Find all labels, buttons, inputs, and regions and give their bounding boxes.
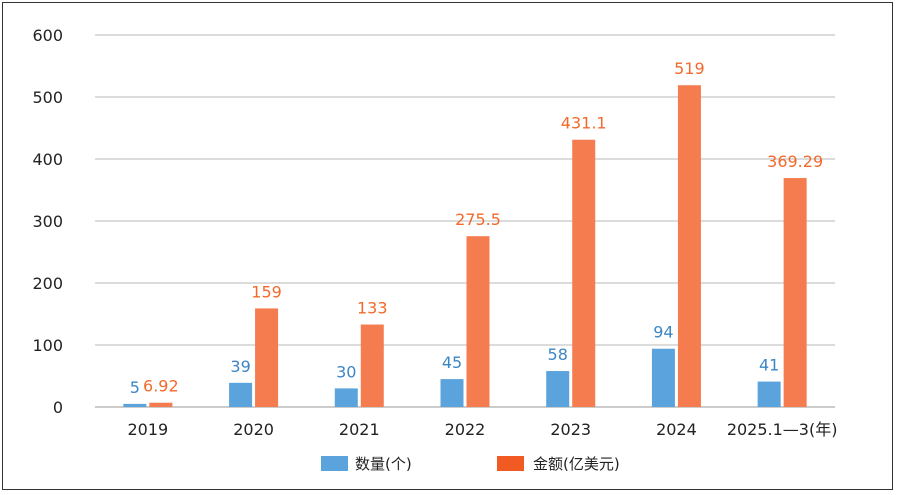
bar — [466, 236, 490, 407]
data-label: 519 — [674, 59, 705, 78]
y-tick-label: 100 — [32, 336, 63, 355]
bar — [149, 402, 173, 407]
bar-chart: 0 100 200 300 400 500 600 5 6.92 39 159 30 133 45 275… — [32, 26, 837, 473]
bar — [757, 381, 781, 407]
data-label: 58 — [548, 345, 568, 364]
data-label: 431.1 — [561, 114, 607, 133]
x-tick-label: 2021 — [339, 420, 380, 439]
y-tick-label: 200 — [32, 274, 63, 293]
data-label: 45 — [442, 353, 462, 372]
legend-swatch — [321, 456, 348, 471]
y-tick-label: 600 — [32, 26, 63, 45]
data-label: 133 — [357, 299, 388, 318]
bar — [572, 139, 596, 407]
x-tick-label: 2022 — [445, 420, 486, 439]
bar — [123, 403, 147, 407]
data-label: 369.29 — [767, 152, 823, 171]
data-label: 30 — [336, 362, 356, 381]
y-tick-label: 500 — [32, 88, 63, 107]
data-label: 94 — [653, 323, 673, 342]
data-label: 39 — [230, 357, 250, 376]
bar — [651, 348, 675, 407]
data-label: 41 — [759, 356, 779, 375]
chart-frame: 0 100 200 300 400 500 600 5 6.92 39 159 30 133 45 275… — [2, 2, 893, 490]
bar — [440, 379, 464, 407]
bar — [334, 388, 358, 407]
data-labels: 5 6.92 39 159 30 133 45 275.5 58 431.1 94 519 41 369.… — [130, 59, 823, 397]
bar — [546, 371, 570, 407]
legend: 数量(个) 金额(亿美元) — [321, 455, 620, 473]
y-tick-label: 300 — [32, 212, 63, 231]
x-tick-label: 2025.1—3(年) — [727, 420, 838, 439]
bar — [229, 382, 253, 407]
data-label: 6.92 — [143, 377, 179, 396]
data-label: 159 — [251, 282, 282, 301]
data-label: 275.5 — [455, 210, 501, 229]
y-axis: 0 100 200 300 400 500 600 — [32, 26, 63, 417]
bars — [123, 85, 807, 407]
x-tick-label: 2023 — [550, 420, 591, 439]
legend-swatch — [497, 456, 524, 471]
y-tick-label: 400 — [32, 150, 63, 169]
bar — [783, 178, 807, 407]
x-tick-label: 2019 — [127, 420, 168, 439]
bar — [360, 324, 384, 407]
gridlines — [95, 34, 835, 408]
x-axis: 2019 2020 2021 2022 2023 2024 2025.1—3(年) — [127, 420, 837, 439]
bar — [677, 85, 701, 407]
legend-label: 数量(个) — [355, 455, 412, 473]
legend-label: 金额(亿美元) — [533, 455, 620, 473]
x-tick-label: 2020 — [233, 420, 274, 439]
data-label: 5 — [130, 378, 140, 397]
bar — [255, 308, 279, 407]
y-tick-label: 0 — [53, 398, 63, 417]
x-tick-label: 2024 — [656, 420, 697, 439]
